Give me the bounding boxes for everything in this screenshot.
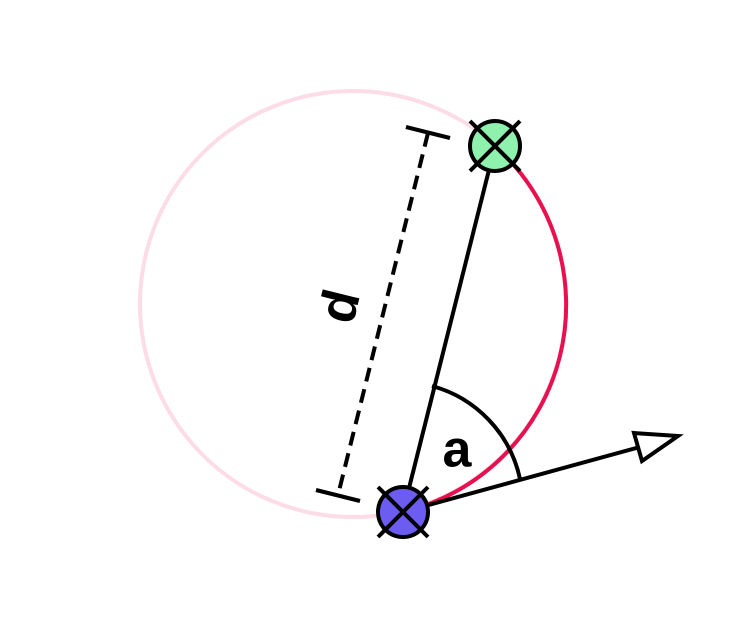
distance-label: d <box>308 284 372 329</box>
arrow-head <box>631 430 684 465</box>
distance-cap <box>315 488 361 503</box>
distance-line <box>336 132 430 496</box>
distance-cap <box>405 125 451 140</box>
end-point <box>468 119 522 173</box>
arc <box>402 144 569 514</box>
arrow-shaft <box>402 445 641 514</box>
angle-arc <box>431 384 522 480</box>
chord <box>401 145 497 513</box>
start-point <box>376 485 430 539</box>
angle-label: a <box>443 421 473 479</box>
